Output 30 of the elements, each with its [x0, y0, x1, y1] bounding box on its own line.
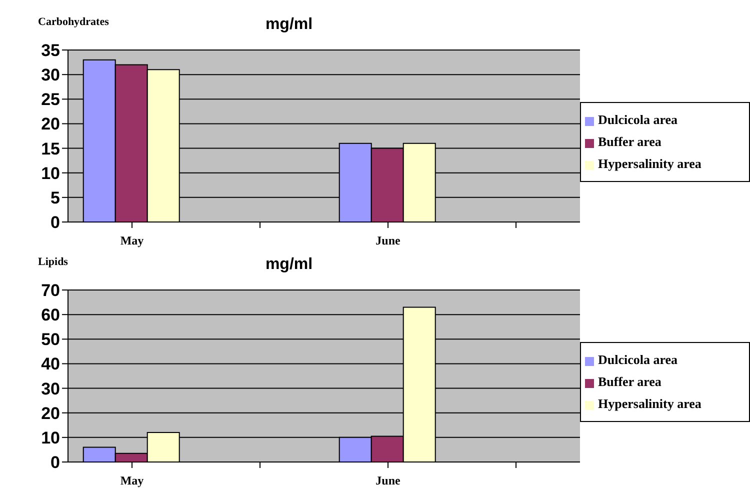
- y-axis-title: Carbohydrates: [38, 16, 109, 28]
- legend-label: Dulcicola area: [598, 352, 678, 367]
- legend-label: Dulcicola area: [598, 112, 678, 127]
- chart-title: mg/ml: [265, 16, 313, 33]
- y-tick-label: 50: [41, 330, 60, 350]
- y-tick-label: 70: [41, 281, 60, 300]
- x-tick-label: June: [376, 234, 402, 248]
- y-tick-label: 5: [50, 188, 60, 208]
- legend-label: Hypersalinity area: [598, 396, 702, 411]
- legend-label: Hypersalinity area: [598, 156, 702, 171]
- y-tick-label: 10: [41, 428, 60, 448]
- y-tick-label: 30: [41, 66, 60, 85]
- y-tick-label: 0: [50, 453, 60, 472]
- y-tick-label: 40: [41, 354, 60, 374]
- legend-label: Buffer area: [598, 374, 662, 389]
- y-tick-label: 0: [50, 213, 60, 232]
- x-tick-label: May: [120, 474, 144, 488]
- y-tick-label: 25: [41, 90, 60, 110]
- y-tick-label: 10: [41, 164, 60, 183]
- y-tick-label: 30: [41, 379, 60, 398]
- y-tick-label: 20: [41, 114, 60, 134]
- y-tick-label: 20: [41, 404, 60, 423]
- y-tick-label: 15: [41, 139, 60, 158]
- y-tick-label: 60: [41, 306, 60, 325]
- x-tick-label: June: [376, 474, 402, 488]
- chart-title: mg/ml: [265, 256, 313, 273]
- y-axis-title: Lipids: [38, 256, 68, 268]
- y-tick-label: 35: [41, 41, 60, 60]
- legend-label: Buffer area: [598, 134, 662, 149]
- x-tick-label: May: [120, 234, 144, 248]
